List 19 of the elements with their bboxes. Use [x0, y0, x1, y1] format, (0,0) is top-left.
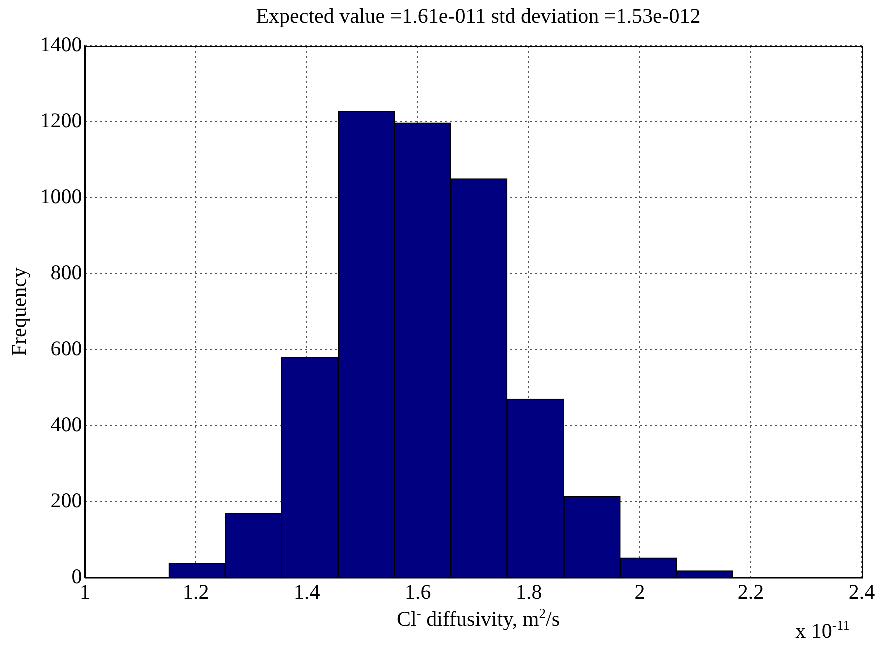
x-tick-label: 2.2: [738, 580, 764, 604]
y-tick-label: 0: [72, 564, 82, 588]
y-tick-label: 1200: [40, 108, 82, 132]
y-tick-label: 600: [50, 336, 82, 360]
x-tick-label: 1.6: [404, 580, 432, 604]
x-tick-label: 2: [634, 580, 646, 604]
x-tick-label: 1.4: [294, 580, 321, 604]
y-axis-title: Frequency: [7, 267, 32, 356]
x-axis-title: Cl$^{-}$ diffusivity, m$^{2}$/s: [396, 606, 560, 631]
y-tick-label: 1000: [40, 184, 82, 208]
x-tick-label: 1.2: [183, 580, 210, 604]
y-tick-label: 1400: [40, 32, 82, 57]
y-tick-label: 800: [50, 260, 82, 284]
text: x 10$^{-11}$: [796, 618, 850, 644]
x-tick-label: 1.8: [516, 580, 542, 604]
chart-title: Expected value =1.61e-011 std deviation =1.53e-012: [255, 4, 702, 29]
x-tick-label: 2.4: [848, 580, 876, 604]
y-tick-label: 200: [50, 488, 82, 512]
y-tick-label: 400: [50, 412, 82, 436]
